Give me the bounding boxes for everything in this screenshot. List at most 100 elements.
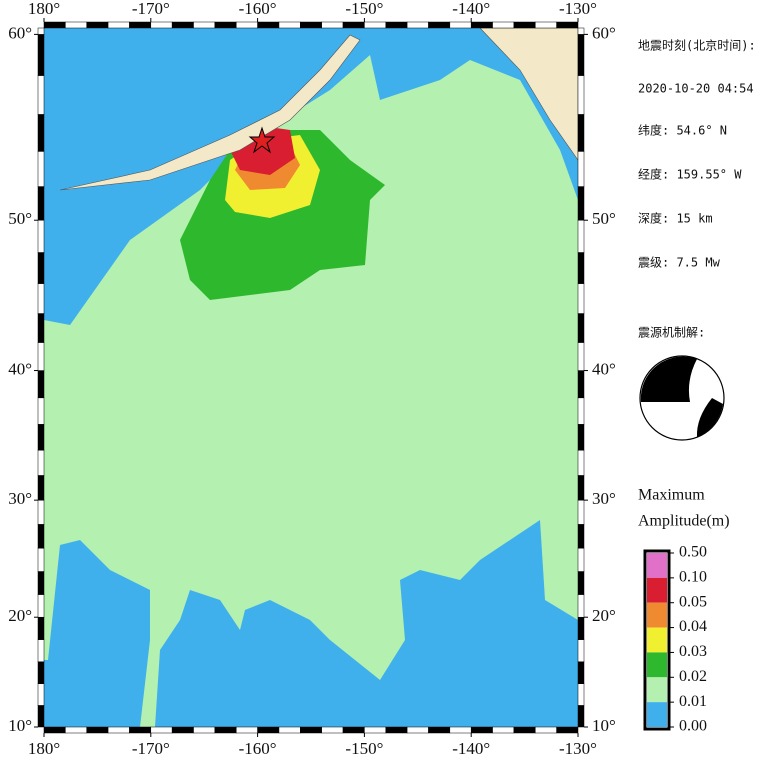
mechanism-label: 震源机制解: bbox=[638, 326, 705, 340]
frame-segment bbox=[65, 726, 87, 734]
beachball bbox=[639, 355, 725, 441]
lon-tick-label: -130° bbox=[559, 739, 597, 758]
frame-segment bbox=[37, 524, 45, 549]
frame-segment bbox=[492, 21, 515, 29]
frame-segment bbox=[577, 661, 585, 684]
colorbar-label: 0.50 bbox=[679, 544, 707, 561]
lat-tick-label: 40° bbox=[592, 359, 616, 378]
frame-segment bbox=[577, 616, 585, 640]
colorbar-band bbox=[647, 577, 667, 603]
colorbar-label: 0.04 bbox=[679, 618, 707, 635]
frame-segment bbox=[577, 27, 585, 35]
frame-segment bbox=[406, 21, 429, 29]
frame-segment bbox=[300, 726, 322, 734]
colorbar-label: 0.01 bbox=[679, 693, 707, 710]
frame-segment bbox=[37, 313, 45, 343]
frame-segment bbox=[37, 499, 45, 525]
lat-tick-label: 20° bbox=[8, 606, 32, 625]
lon-tick-label: -160° bbox=[239, 739, 277, 758]
frame-segment bbox=[577, 151, 585, 187]
frame-segment bbox=[428, 21, 451, 29]
frame-segment bbox=[449, 726, 472, 734]
frame-segment bbox=[577, 594, 585, 618]
frame-segment bbox=[37, 594, 45, 618]
frame-segment bbox=[300, 21, 322, 29]
frame-segment bbox=[321, 21, 344, 29]
frame-segment bbox=[577, 499, 585, 525]
frame-segment bbox=[577, 34, 585, 76]
frame-segment bbox=[37, 661, 45, 684]
frame-segment bbox=[577, 252, 585, 284]
frame-segment bbox=[37, 683, 45, 706]
legend-title: Amplitude(m) bbox=[638, 513, 730, 530]
frame-segment bbox=[577, 683, 585, 706]
frame-segment bbox=[107, 21, 130, 29]
frame-segment bbox=[37, 219, 45, 253]
frame-segment bbox=[37, 114, 45, 152]
frame-segment bbox=[577, 313, 585, 343]
frame-segment bbox=[577, 639, 585, 663]
frame-segment bbox=[129, 21, 152, 29]
colorbar-label: 0.03 bbox=[679, 643, 707, 660]
frame-segment bbox=[193, 726, 216, 734]
frame-segment bbox=[577, 342, 585, 371]
frame-segment bbox=[577, 571, 585, 595]
colorbar-band bbox=[647, 652, 667, 678]
frame-segment bbox=[577, 397, 585, 425]
frame-segment bbox=[43, 21, 66, 29]
frame-segment bbox=[577, 475, 585, 501]
frame-segment bbox=[37, 475, 45, 501]
frame-segment bbox=[321, 726, 344, 734]
frame-segment bbox=[37, 186, 45, 221]
lon-tick-label: -150° bbox=[345, 739, 383, 758]
frame-segment bbox=[577, 114, 585, 152]
frame-segment bbox=[86, 726, 109, 734]
frame-segment bbox=[449, 21, 472, 29]
lat-tick-label: 30° bbox=[592, 489, 616, 508]
info-panel: 地震时刻(北京时间): 2020-10-20 04:54 纬度: 54.6° N… bbox=[638, 39, 756, 441]
lat-tick-label: 30° bbox=[8, 489, 32, 508]
frame-segment bbox=[364, 726, 387, 734]
map-frame bbox=[37, 21, 585, 734]
colorbar-label: 0.05 bbox=[679, 593, 707, 610]
frame-segment bbox=[492, 726, 515, 734]
frame-segment bbox=[43, 726, 66, 734]
colorbar-band bbox=[647, 602, 667, 628]
frame-segment bbox=[385, 726, 408, 734]
lat-tick-label: 60° bbox=[8, 23, 32, 42]
frame-segment bbox=[171, 21, 194, 29]
lon-tick-label: -160° bbox=[239, 0, 277, 18]
colorbar-border bbox=[643, 549, 671, 731]
colorbar-band bbox=[647, 702, 667, 727]
frame-segment bbox=[129, 726, 152, 734]
frame-segment bbox=[470, 726, 493, 734]
colorbar-label: 0.00 bbox=[679, 718, 707, 735]
frame-segment bbox=[577, 75, 585, 115]
frame-segment bbox=[37, 639, 45, 663]
frame-segment bbox=[37, 252, 45, 284]
frame-segment bbox=[37, 34, 45, 76]
frame-segment bbox=[193, 21, 216, 29]
frame-segment bbox=[577, 219, 585, 253]
lon-tick-label: 180° bbox=[28, 739, 60, 758]
magnitude: 震级: 7.5 Mw bbox=[638, 256, 721, 270]
axis-ticks: 180° 180° -170° -170° -160° -160° -150° -150° -1… bbox=[8, 0, 616, 758]
lon-tick-label: -140° bbox=[452, 0, 490, 18]
time: 2020-10-20 04:54 bbox=[638, 82, 754, 96]
frame-segment bbox=[150, 21, 173, 29]
frame-segment bbox=[150, 726, 173, 734]
frame-segment bbox=[577, 547, 585, 572]
frame-segment bbox=[577, 524, 585, 549]
frame-segment bbox=[37, 283, 45, 314]
frame-segment bbox=[65, 21, 87, 29]
frame-segment bbox=[406, 726, 429, 734]
frame-segment bbox=[535, 726, 557, 734]
frame-segment bbox=[37, 616, 45, 640]
map-area bbox=[44, 27, 579, 727]
frame-segment bbox=[577, 370, 585, 399]
frame-segment bbox=[37, 424, 45, 451]
frame-segment bbox=[107, 726, 130, 734]
frame-segment bbox=[235, 726, 258, 734]
frame-segment bbox=[257, 21, 280, 29]
